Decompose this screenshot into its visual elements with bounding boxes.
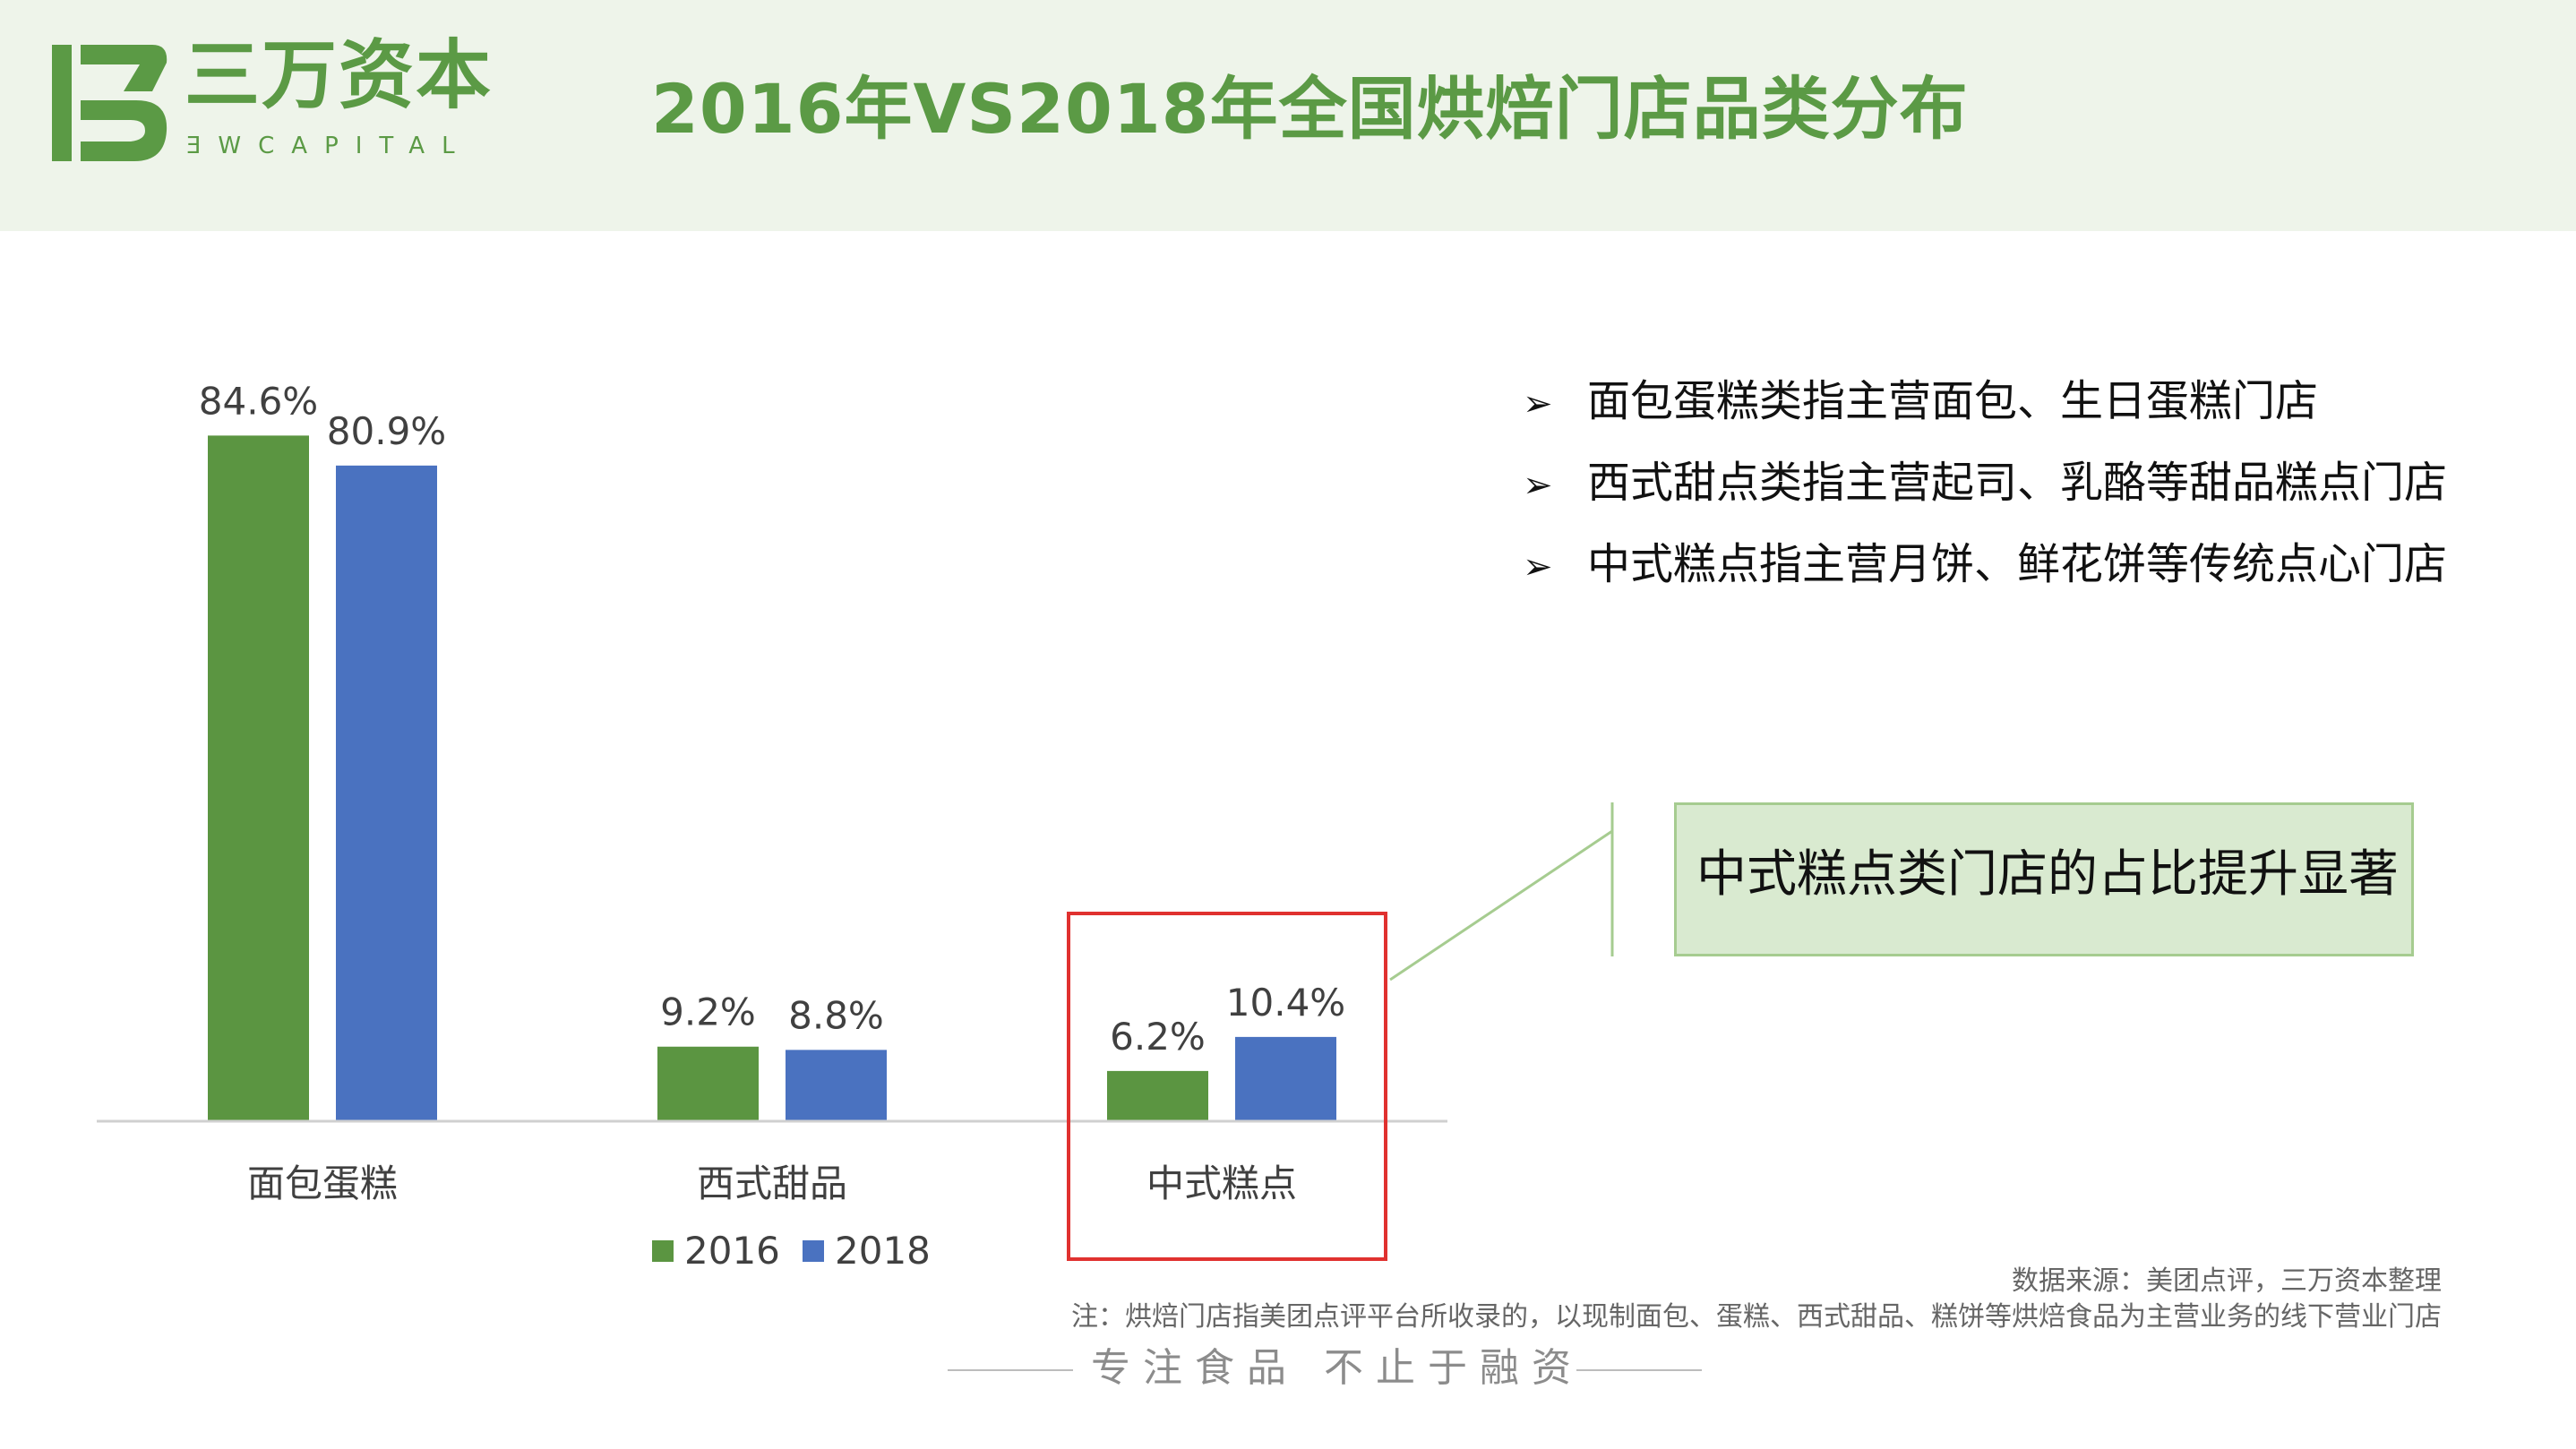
value-label: 80.9% [327, 409, 446, 453]
arrow-bullet-icon: ➢ [1523, 465, 1553, 506]
bar-2016-0 [208, 435, 309, 1121]
legend-label: 2018 [835, 1229, 931, 1273]
callout-text: 中式糕点类门店的占比提升显著 [1696, 845, 2399, 904]
bar-2018-0 [336, 465, 437, 1121]
legend-swatch-2016 [652, 1240, 674, 1262]
legend-label: 2016 [684, 1229, 780, 1273]
page-title: 2016年VS2018年全国烘焙门店品类分布 [651, 69, 1969, 149]
value-label: 8.8% [788, 993, 884, 1037]
header-bar: 三万资本 ƎWCAPITAL 2016年VS2018年全国烘焙门店品类分布 [0, 0, 2576, 231]
value-label: 6.2% [1110, 1015, 1206, 1059]
logo-icon [52, 45, 167, 161]
bar-2016-1 [657, 1046, 759, 1121]
slogan-divider-right [1576, 1369, 1702, 1371]
callout-box: 中式糕点类门店的占比提升显著 [1674, 802, 2414, 956]
definition-item: ➢ 西式甜点类指主营起司、乳酪等甜品糕点门店 [1523, 443, 2447, 525]
chart-value-labels: 84.6%80.9% 9.2% 8.8% 6.2% 10.4% [199, 379, 1345, 1059]
chart-category-labels: 面包蛋糕 西式甜品 中式糕点 [247, 1162, 1297, 1205]
logo-english-name: ƎWCAPITAL [186, 133, 472, 159]
chart-bars [208, 435, 1336, 1121]
bar-2018-1 [786, 1050, 887, 1121]
category-label: 面包蛋糕 [247, 1162, 398, 1205]
definition-item: ➢ 中式糕点指主营月饼、鲜花饼等传统点心门店 [1523, 525, 2447, 606]
bar-2016-2 [1107, 1070, 1208, 1121]
callout-connector [1389, 829, 1613, 982]
value-label: 84.6% [199, 379, 318, 423]
slogan: 专注食品 不止于融资 [1091, 1345, 1584, 1391]
value-label: 9.2% [660, 990, 756, 1034]
bar-2018-2 [1235, 1036, 1336, 1121]
highlight-box [1067, 912, 1387, 1261]
category-label: 西式甜品 [697, 1162, 847, 1205]
legend-swatch-2018 [803, 1240, 824, 1262]
arrow-bullet-icon: ➢ [1523, 383, 1553, 424]
arrow-bullet-icon: ➢ [1523, 546, 1553, 587]
definition-item: ➢ 面包蛋糕类指主营面包、生日蛋糕门店 [1523, 362, 2447, 443]
value-label: 10.4% [1226, 981, 1345, 1025]
definition-text: 中式糕点指主营月饼、鲜花饼等传统点心门店 [1587, 539, 2448, 589]
definition-text: 西式甜点类指主营起司、乳酪等甜品糕点门店 [1587, 458, 2448, 508]
footnote: 注：烘焙门店指美团点评平台所收录的，以现制面包、蛋糕、西式甜品、糕饼等烘焙食品为… [1071, 1301, 2442, 1333]
definition-list: ➢ 面包蛋糕类指主营面包、生日蛋糕门店 ➢ 西式甜点类指主营起司、乳酪等甜品糕点门店… [1523, 362, 2447, 606]
category-label: 中式糕点 [1146, 1162, 1297, 1205]
definition-text: 面包蛋糕类指主营面包、生日蛋糕门店 [1587, 376, 2319, 426]
data-source: 数据来源：美团点评，三万资本整理 [2012, 1265, 2442, 1297]
logo-chinese-name: 三万资本 [185, 31, 494, 119]
chart-legend: 2016 2018 [652, 1229, 931, 1273]
slogan-divider-left [948, 1369, 1073, 1371]
